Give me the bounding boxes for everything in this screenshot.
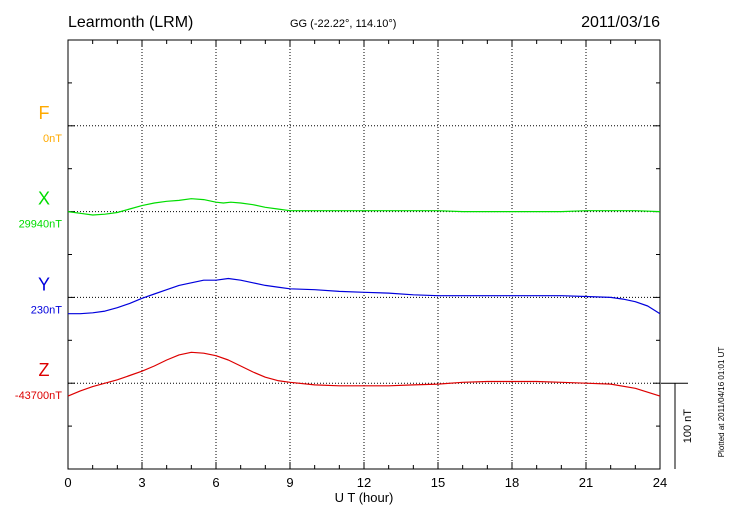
plotted-timestamp: Plotted at 2011/04/16 01:01 UT bbox=[717, 347, 726, 458]
x-tick-label: 6 bbox=[212, 475, 219, 490]
x-tick-label: 0 bbox=[64, 475, 71, 490]
channel-baseline-x: 29940nT bbox=[19, 219, 63, 231]
x-tick-label: 24 bbox=[653, 475, 667, 490]
series-line-y bbox=[68, 277, 661, 315]
channel-name-x: X bbox=[38, 189, 50, 209]
channel-name-z: Z bbox=[39, 360, 50, 380]
channel-name-y: Y bbox=[38, 274, 50, 294]
x-tick-label: 12 bbox=[357, 475, 371, 490]
x-tick-label: 3 bbox=[138, 475, 145, 490]
series-line-x bbox=[67, 198, 661, 216]
x-tick-labels: 0 3 6 9 12 15 18 21 24 bbox=[64, 475, 667, 490]
date-label: 2011/03/16 bbox=[581, 14, 660, 31]
axis-ticks bbox=[67, 39, 661, 470]
scale-bar-label: 100 nT bbox=[682, 409, 694, 444]
x-tick-label: 21 bbox=[579, 475, 593, 490]
series-lines bbox=[67, 198, 661, 397]
x-axis-label: U T (hour) bbox=[335, 490, 394, 505]
series-line-z bbox=[67, 351, 661, 397]
channel-name-f: F bbox=[39, 103, 50, 123]
coordinates-subtitle: GG (-22.22°, 114.10°) bbox=[290, 18, 396, 30]
x-tick-label: 9 bbox=[286, 475, 293, 490]
x-tick-label: 18 bbox=[505, 475, 519, 490]
channel-baseline-f: 0nT bbox=[43, 133, 62, 145]
station-title: Learmonth (LRM) bbox=[68, 14, 193, 31]
channel-baseline-y: 230nT bbox=[31, 304, 62, 316]
x-tick-label: 15 bbox=[431, 475, 445, 490]
scale-bar: 100 nT bbox=[661, 382, 694, 469]
channel-labels: F 0nT X 29940nT Y 230nT Z -43700nT bbox=[15, 103, 62, 402]
plot-frame bbox=[67, 39, 661, 470]
grid-lines bbox=[68, 40, 660, 469]
channel-baseline-z: -43700nT bbox=[15, 390, 62, 402]
